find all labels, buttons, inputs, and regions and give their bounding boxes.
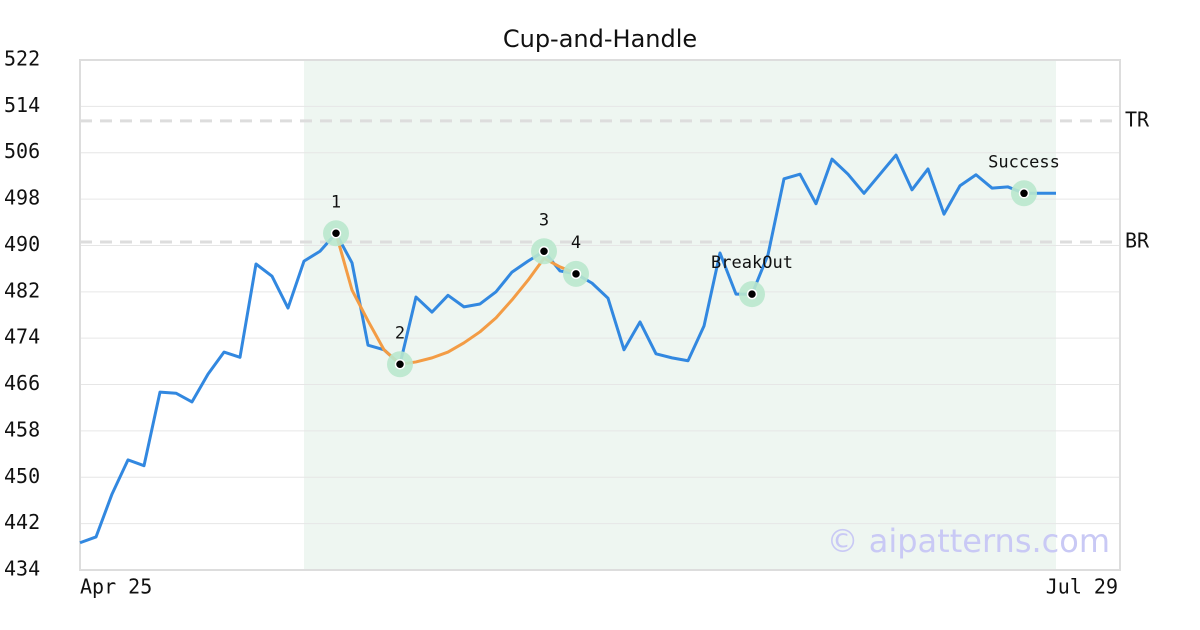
y-tick-label: 498: [4, 186, 40, 210]
y-tick-label: 466: [4, 371, 40, 395]
reference-label: BR: [1125, 228, 1150, 252]
point-marker: [394, 359, 406, 370]
point-marker: [570, 268, 582, 280]
annotation-label: BreakOut: [711, 253, 793, 273]
shaded-range: [304, 60, 1056, 570]
watermark: © aipatterns.com: [827, 522, 1110, 560]
annotation-label: 2: [395, 323, 405, 343]
y-tick-label: 522: [4, 47, 40, 71]
chart-title: Cup-and-Handle: [503, 25, 697, 53]
annotation-label: Success: [988, 152, 1060, 172]
reference-label: TR: [1125, 107, 1150, 131]
point-marker: [1018, 188, 1030, 199]
y-tick-label: 490: [4, 232, 40, 256]
plot-border: [79, 59, 1121, 571]
y-tick-label: 482: [4, 278, 40, 302]
y-tick-label: 458: [4, 417, 40, 441]
x-tick-label: Jul 29: [1046, 575, 1118, 599]
annotation-label: 4: [571, 233, 581, 253]
y-tick-label: 514: [4, 93, 40, 117]
x-tick-label: Apr 25: [80, 575, 152, 599]
annotation-label: 1: [331, 192, 341, 212]
y-tick-label: 434: [4, 557, 40, 581]
point-marker: [746, 288, 758, 300]
point-marker: [330, 228, 342, 239]
y-tick-label: 442: [4, 510, 40, 534]
series-line: [334, 232, 577, 366]
point-marker: [538, 246, 550, 257]
annotation-label: 3: [539, 210, 549, 230]
y-tick-label: 506: [4, 139, 40, 163]
y-tick-label: 474: [4, 325, 40, 349]
y-tick-label: 450: [4, 464, 40, 488]
